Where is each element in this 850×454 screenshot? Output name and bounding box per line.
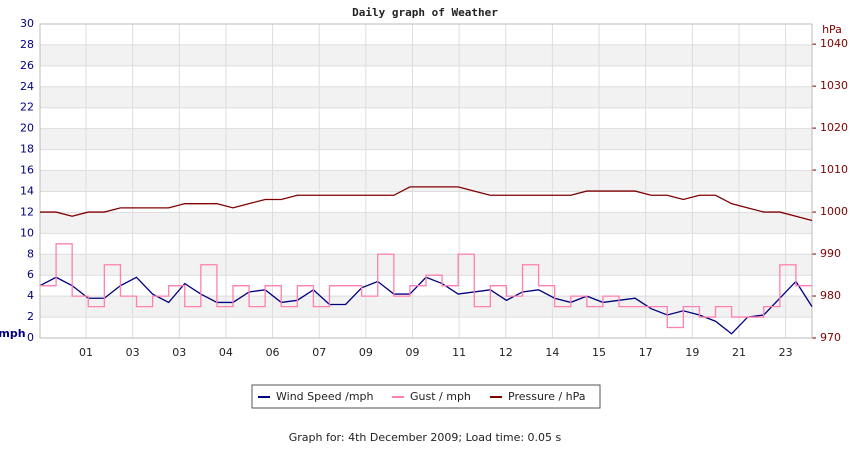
footer: Graph for: 4th December 2009; Load time:… — [289, 431, 562, 444]
y-tick-label: 20 — [20, 122, 34, 135]
legend-label: Pressure / hPa — [508, 390, 586, 403]
legend-label: Wind Speed /mph — [276, 390, 374, 403]
x-tick-label: 01 — [79, 346, 93, 359]
grid-band — [40, 212, 812, 234]
y2-axis-label: hPa — [822, 23, 842, 36]
grid-band — [40, 128, 812, 150]
y-tick-label: 26 — [20, 59, 34, 72]
x-tick-label: 09 — [359, 346, 373, 359]
x-tick-label: 03 — [126, 346, 140, 359]
y-tick-label: 14 — [20, 184, 34, 197]
x-tick-label: 15 — [592, 346, 606, 359]
y2-tick-label: 1000 — [820, 205, 848, 218]
y-tick-label: 2 — [27, 310, 34, 323]
y-tick-label: 10 — [20, 226, 34, 239]
y-tick-label: 6 — [27, 268, 34, 281]
y-tick-label: 8 — [27, 247, 34, 260]
y-tick-label: 0 — [27, 331, 34, 344]
series-line — [40, 186, 813, 222]
x-tick-label: 07 — [312, 346, 326, 359]
x-tick-label: 14 — [545, 346, 559, 359]
y-axis-label: mph — [0, 327, 26, 340]
y2-tick-label: 990 — [820, 247, 841, 260]
chart-title: Daily graph of Weather — [352, 6, 498, 19]
grid-band — [40, 86, 812, 108]
y-tick-label: 24 — [20, 80, 34, 93]
x-tick-label: 19 — [685, 346, 699, 359]
grid-band — [40, 44, 812, 66]
x-tick-label: 03 — [172, 346, 186, 359]
x-tick-label: 09 — [405, 346, 419, 359]
x-tick-label: 23 — [779, 346, 793, 359]
y2-tick-label: 970 — [820, 331, 841, 344]
x-tick-label: 12 — [499, 346, 513, 359]
legend-label: Gust / mph — [410, 390, 471, 403]
y2-tick-label: 1010 — [820, 163, 848, 176]
x-tick-label: 11 — [452, 346, 466, 359]
y-tick-label: 16 — [20, 164, 34, 177]
x-tick-label: 17 — [639, 346, 653, 359]
plot-frame — [39, 23, 813, 339]
y2-tick-label: 1030 — [820, 79, 848, 92]
y-tick-label: 4 — [27, 289, 34, 302]
series-line — [40, 243, 812, 329]
y-tick-label: 22 — [20, 101, 34, 114]
y-tick-label: 12 — [20, 205, 34, 218]
y2-tick-label: 1040 — [820, 37, 848, 50]
y-tick-label: 30 — [20, 17, 34, 30]
x-tick-label: 06 — [266, 346, 280, 359]
grid-band — [40, 254, 812, 276]
x-tick-label: 21 — [732, 346, 746, 359]
grid-band — [40, 170, 812, 192]
x-tick-label: 04 — [219, 346, 233, 359]
y-tick-label: 28 — [20, 38, 34, 51]
y2-tick-label: 980 — [820, 289, 841, 302]
y-tick-label: 18 — [20, 143, 34, 156]
legend — [251, 384, 601, 409]
y2-tick-label: 1020 — [820, 121, 848, 134]
